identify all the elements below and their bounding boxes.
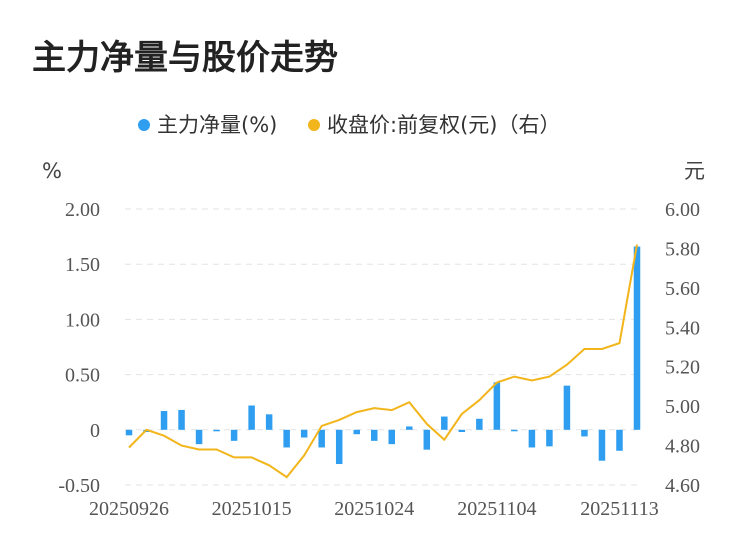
net-flow-bar [616, 429, 623, 451]
net-flow-bar [213, 429, 220, 432]
legend[interactable]: 主力净量(%) 收盘价:前复权(元)（右） [138, 113, 560, 137]
right-tick-label: 5.00 [665, 396, 700, 418]
left-tick-label: 0.50 [65, 365, 100, 387]
net-flow-bar [370, 429, 378, 441]
net-flow-bar [406, 426, 413, 430]
legend-swatch-close-price [308, 119, 320, 131]
net-flow-bar [178, 409, 185, 430]
net-flow-bar [335, 429, 343, 465]
net-flow-bar [441, 416, 448, 430]
left-tick-label: 2.00 [65, 199, 100, 221]
chart-title: 主力净量与股价走势 [32, 38, 338, 78]
net-flow-bar [283, 429, 290, 448]
right-tick-label: 6.00 [665, 199, 700, 221]
net-flow-bar [265, 414, 273, 430]
left-axis-unit: % [42, 159, 62, 183]
net-flow-bar [248, 405, 255, 430]
x-axis-ticks: 20250926 20251015 20251024 20251104 20251113 [89, 498, 659, 520]
net-flow-bar [458, 429, 466, 433]
left-tick-label: 0 [90, 420, 100, 442]
net-flow-bar [511, 429, 518, 432]
legend-label-close-price: 收盘价:前复权(元)（右） [327, 113, 560, 137]
x-tick-label: 20251015 [212, 498, 292, 520]
right-axis-unit: 元 [684, 159, 705, 183]
right-tick-label: 4.80 [665, 436, 700, 458]
close-price-line [128, 244, 638, 479]
net-flow-bar [318, 429, 325, 448]
x-tick-label: 20250926 [89, 498, 169, 520]
net-flow-bar [125, 429, 133, 436]
net-flow-bar [493, 382, 501, 430]
gridlines [125, 208, 640, 486]
net-flow-bar [300, 429, 308, 438]
net-flow-bar [633, 246, 641, 430]
left-tick-label: 1.00 [65, 309, 100, 331]
net-flow-bar [528, 429, 536, 448]
net-flow-bar [195, 429, 203, 445]
left-tick-label: -0.50 [58, 475, 100, 497]
left-tick-label: 1.50 [65, 254, 100, 276]
right-tick-label: 5.20 [665, 357, 700, 379]
net-flow-bar [581, 429, 588, 437]
net-flow-bar [353, 429, 360, 435]
net-flow-bar [476, 418, 483, 430]
x-tick-label: 20251104 [457, 498, 536, 520]
net-flow-bar [388, 429, 396, 445]
right-axis-ticks: 6.00 5.80 5.60 5.40 5.20 5.00 4.80 4.60 [665, 199, 700, 497]
net-flow-bar [546, 429, 553, 447]
net-flow-bar [598, 429, 606, 461]
right-tick-label: 5.60 [665, 278, 700, 300]
net-flow-bar [230, 429, 238, 441]
net-flow-bars [125, 246, 641, 465]
right-tick-label: 5.80 [665, 238, 700, 260]
x-tick-label: 20251024 [334, 498, 414, 520]
legend-swatch-net-flow [138, 119, 150, 131]
net-flow-bar [160, 411, 168, 430]
legend-label-net-flow: 主力净量(%) [157, 113, 277, 137]
left-axis-ticks: 2.00 1.50 1.00 0.50 0 -0.50 [58, 199, 100, 497]
right-tick-label: 5.40 [665, 317, 700, 339]
net-flow-bar [563, 385, 571, 430]
right-tick-label: 4.60 [665, 475, 700, 497]
x-tick-label: 20251113 [580, 498, 659, 520]
net-flow-bar [423, 429, 431, 450]
